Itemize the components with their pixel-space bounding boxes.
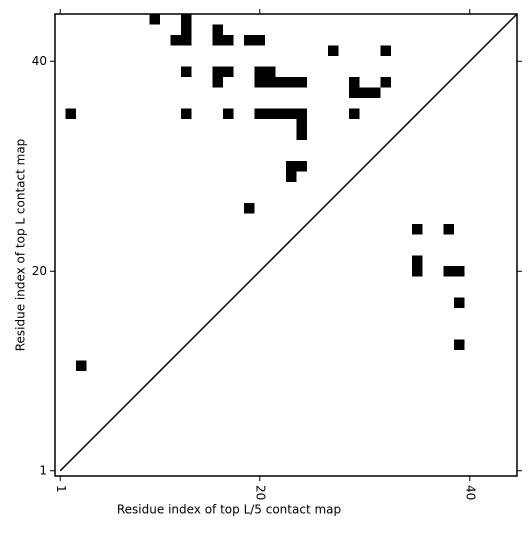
contact-cell bbox=[443, 224, 454, 235]
contact-cell bbox=[212, 24, 223, 35]
contact-cell bbox=[443, 266, 454, 277]
contact-cell bbox=[244, 35, 255, 46]
y-tick-label: 40 bbox=[32, 54, 47, 68]
contact-cell bbox=[223, 35, 234, 46]
contact-cell bbox=[296, 119, 307, 130]
contact-cell bbox=[265, 66, 276, 77]
contact-cell bbox=[212, 35, 223, 46]
contact-cell bbox=[265, 77, 276, 88]
axes-frame bbox=[54, 13, 518, 477]
contact-cell bbox=[254, 77, 265, 88]
contact-cell bbox=[349, 87, 360, 98]
contact-cell bbox=[170, 35, 181, 46]
contact-cell bbox=[328, 45, 339, 56]
contact-cell bbox=[359, 87, 370, 98]
contact-cell bbox=[212, 66, 223, 77]
contact-cell bbox=[296, 161, 307, 172]
contact-cell bbox=[380, 77, 391, 88]
contact-cell bbox=[223, 108, 234, 119]
contact-cell bbox=[254, 108, 265, 119]
contact-cell bbox=[412, 224, 423, 235]
contact-cell bbox=[349, 108, 360, 119]
contact-cell bbox=[181, 66, 192, 77]
x-axis-label: Residue index of top L/5 contact map bbox=[117, 503, 341, 517]
contact-cell bbox=[286, 108, 297, 119]
contact-cell bbox=[412, 266, 423, 277]
contact-cell bbox=[76, 360, 87, 371]
contact-cell bbox=[212, 77, 223, 88]
contact-cell bbox=[181, 24, 192, 35]
x-tick-label: 20 bbox=[253, 485, 267, 500]
y-axis-label: Residue index of top L contact map bbox=[14, 139, 28, 352]
contact-cell bbox=[286, 171, 297, 182]
contact-cell bbox=[181, 14, 192, 25]
contact-cell bbox=[454, 339, 465, 350]
contact-cell bbox=[370, 87, 381, 98]
contact-cell bbox=[223, 66, 234, 77]
x-tick-label: 40 bbox=[463, 485, 477, 500]
contact-cell bbox=[254, 66, 265, 77]
contact-cell bbox=[265, 108, 276, 119]
x-tick-label: 1 bbox=[54, 485, 68, 493]
contact-cell bbox=[181, 35, 192, 46]
contact-cell bbox=[275, 108, 286, 119]
contact-cell bbox=[244, 203, 255, 214]
contact-cell bbox=[454, 297, 465, 308]
contact-cell bbox=[296, 129, 307, 140]
contact-cell bbox=[181, 108, 192, 119]
contact-cell bbox=[380, 45, 391, 56]
contact-cell bbox=[412, 255, 423, 266]
contact-cell bbox=[296, 77, 307, 88]
contact-cell bbox=[286, 77, 297, 88]
contact-cell bbox=[65, 108, 76, 119]
contact-cell bbox=[149, 14, 160, 25]
y-tick-label: 1 bbox=[39, 463, 47, 477]
contact-cell bbox=[349, 77, 360, 88]
contact-cell bbox=[454, 266, 465, 277]
contact-cell bbox=[286, 161, 297, 172]
contact-cell bbox=[296, 108, 307, 119]
contact-cell bbox=[275, 77, 286, 88]
diagonal-line bbox=[59, 13, 518, 472]
y-tick-label: 20 bbox=[32, 264, 47, 278]
contact-cell bbox=[254, 35, 265, 46]
